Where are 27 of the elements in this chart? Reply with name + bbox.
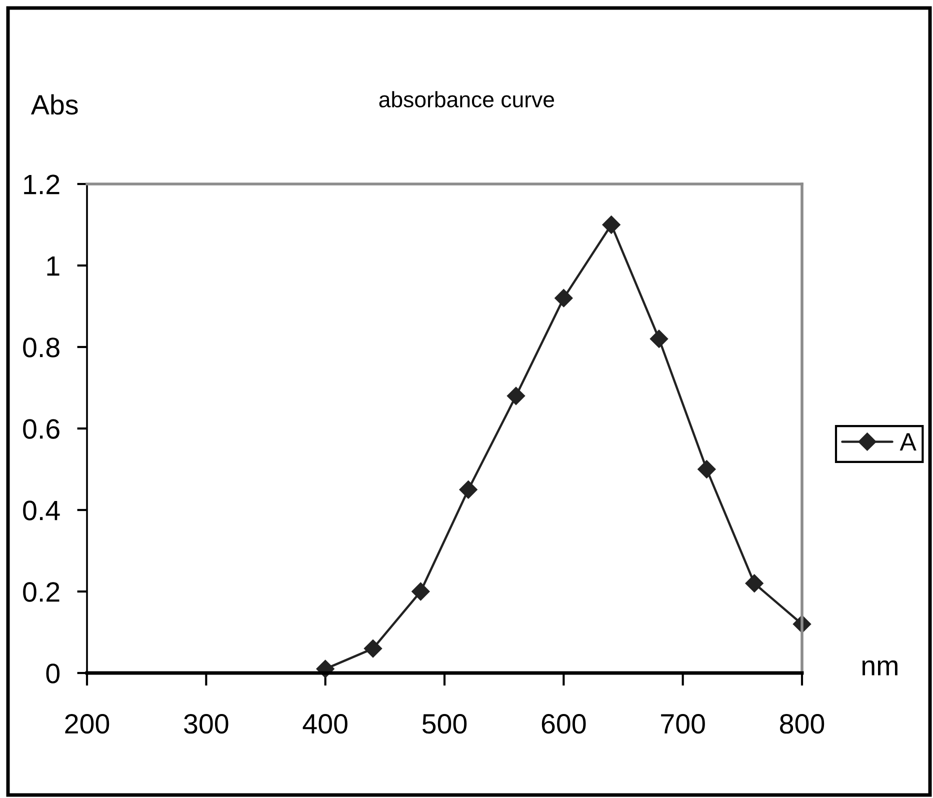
x-tick-label: 300 <box>184 714 228 734</box>
legend-label: A <box>900 433 916 450</box>
y-tick-label: 0.2 <box>23 582 60 602</box>
point <box>698 460 716 478</box>
point <box>412 582 430 601</box>
point <box>459 480 478 499</box>
x-tick-label: 500 <box>422 714 467 734</box>
y-tick-label: 0 <box>46 664 60 684</box>
y-tick-label: 1.2 <box>24 174 60 194</box>
point <box>650 330 668 348</box>
x-tick-label: 600 <box>542 714 586 734</box>
x-tick-label: 800 <box>780 714 824 734</box>
y-tick-label: 0.4 <box>23 500 60 520</box>
y-tick-label: 0.8 <box>23 338 60 358</box>
y-tick-label: 1 <box>47 256 60 276</box>
point <box>506 386 526 405</box>
x-tick-label: 400 <box>302 714 348 734</box>
x-axis-title: nm <box>862 660 898 676</box>
point <box>745 574 764 592</box>
point <box>602 216 620 234</box>
y-tick-label: 0.6 <box>23 419 60 439</box>
chart-title: absorbance curve <box>379 91 554 108</box>
point <box>364 640 382 658</box>
y-axis-title: Abs <box>30 94 78 115</box>
x-tick-label: 700 <box>661 714 705 734</box>
point <box>554 289 573 308</box>
x-tick-label: 200 <box>65 714 110 734</box>
